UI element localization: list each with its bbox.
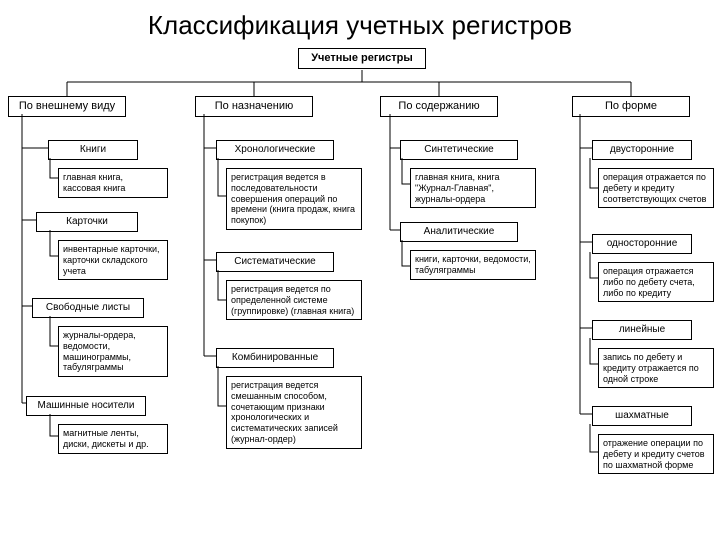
c1-item3-desc: магнитные ленты, диски, дискеты и др.: [58, 424, 168, 454]
c1-item1-label: Карточки: [36, 212, 138, 232]
c3-item1-desc: книги, карточки, ведомости, табуляграммы: [410, 250, 536, 280]
c3-item1-label: Аналитические: [400, 222, 518, 242]
col2-header: По назначению: [195, 96, 313, 117]
c1-item1-desc: инвентарные карточки, карточки складског…: [58, 240, 168, 280]
c1-item3-label: Машинные носители: [26, 396, 146, 416]
c4-item1-label: односторонние: [592, 234, 692, 254]
c1-item0-label: Книги: [48, 140, 138, 160]
col3-header: По содержанию: [380, 96, 498, 117]
c4-item0-label: двусторонние: [592, 140, 692, 160]
c1-item0-desc: главная книга, кассовая книга: [58, 168, 168, 198]
c4-item3-label: шахматные: [592, 406, 692, 426]
c2-item2-desc: регистрация ведется смешанным способом, …: [226, 376, 362, 449]
c4-item2-label: линейные: [592, 320, 692, 340]
col1-header: По внешнему виду: [8, 96, 126, 117]
c1-item2-label: Свободные листы: [32, 298, 144, 318]
c2-item2-label: Комбинированные: [216, 348, 334, 368]
col4-header: По форме: [572, 96, 690, 117]
c2-item1-label: Систематические: [216, 252, 334, 272]
diagram-title: Классификация учетных регистров: [0, 0, 720, 47]
c4-item0-desc: операция отражается по дебету и кредиту …: [598, 168, 714, 208]
c2-item0-label: Хронологические: [216, 140, 334, 160]
c2-item0-desc: регистрация ведется в последовательности…: [226, 168, 362, 230]
c2-item1-desc: регистрация ведется по определенной сист…: [226, 280, 362, 320]
root-node: Учетные регистры: [298, 48, 426, 69]
c1-item2-desc: журналы-ордера, ведомости, машинограммы,…: [58, 326, 168, 377]
c3-item0-label: Синтетические: [400, 140, 518, 160]
c4-item3-desc: отражение операции по дебету и кредиту с…: [598, 434, 714, 474]
c4-item1-desc: операция отражается либо по дебету счета…: [598, 262, 714, 302]
c3-item0-desc: главная книга, книга "Журнал-Главная", ж…: [410, 168, 536, 208]
c4-item2-desc: запись по дебету и кредиту отражается по…: [598, 348, 714, 388]
